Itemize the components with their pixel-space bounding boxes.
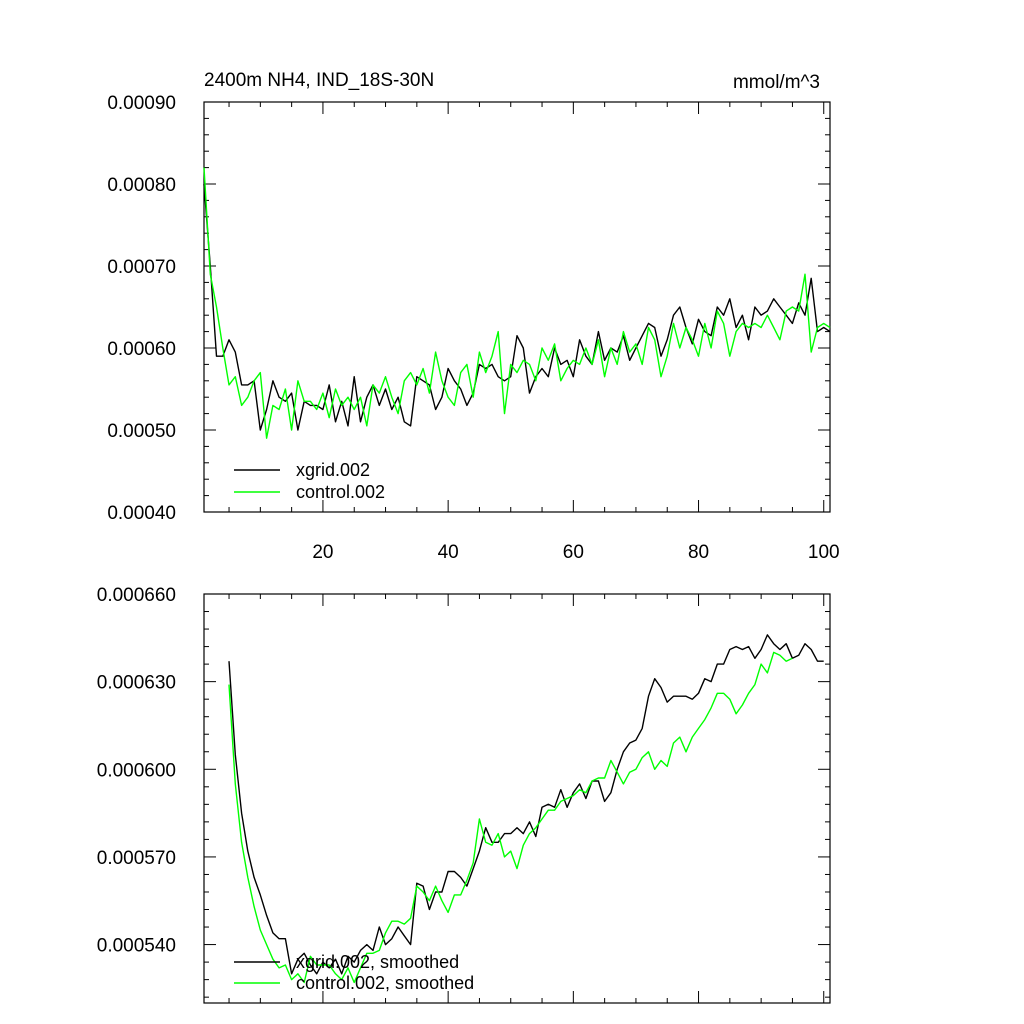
plot-frame (203, 593, 831, 1004)
x-tick-label: 20 (312, 542, 333, 563)
y-tick-label: 0.00060 (107, 339, 176, 360)
series-line-2 (203, 167, 831, 439)
plot-frame (203, 101, 831, 513)
chart-units: mmol/m^3 (733, 72, 820, 93)
legend-label-2: control.002, smoothed (296, 973, 474, 993)
x-tick-label: 40 (438, 542, 459, 563)
y-tick-label: 0.00040 (107, 503, 176, 524)
series-line-1 (203, 183, 831, 431)
y-tick-label: 0.00080 (107, 175, 176, 196)
legend-label-1: xgrid.002, smoothed (296, 952, 459, 972)
y-tick-label: 0.00090 (107, 93, 176, 114)
x-tick-label: 80 (688, 542, 709, 563)
legend-label-1: xgrid.002 (296, 460, 370, 480)
series-line-2 (228, 651, 793, 984)
y-tick-label: 0.000630 (97, 673, 176, 694)
x-tick-label: 60 (563, 542, 584, 563)
y-tick-label: 0.000600 (97, 760, 176, 781)
y-tick-label: 0.000540 (97, 936, 176, 957)
y-tick-label: 0.000570 (97, 848, 176, 869)
x-tick-label: 100 (808, 542, 840, 563)
legend-label-2: control.002 (296, 482, 385, 502)
y-tick-label: 0.00070 (107, 257, 176, 278)
bottom-panel: 0.000540 0.000570 0.000600 0.000630 0.000660… (97, 585, 831, 1004)
y-tick-label: 0.000660 (97, 585, 176, 606)
chart-title: 2400m NH4, IND_18S-30N (204, 70, 434, 91)
top-panel: 20 40 60 80 100 0.00040 0.00050 0.00060 0.00070 0… (107, 70, 839, 563)
series-line-1 (228, 634, 824, 975)
y-tick-label: 0.00050 (107, 421, 176, 442)
